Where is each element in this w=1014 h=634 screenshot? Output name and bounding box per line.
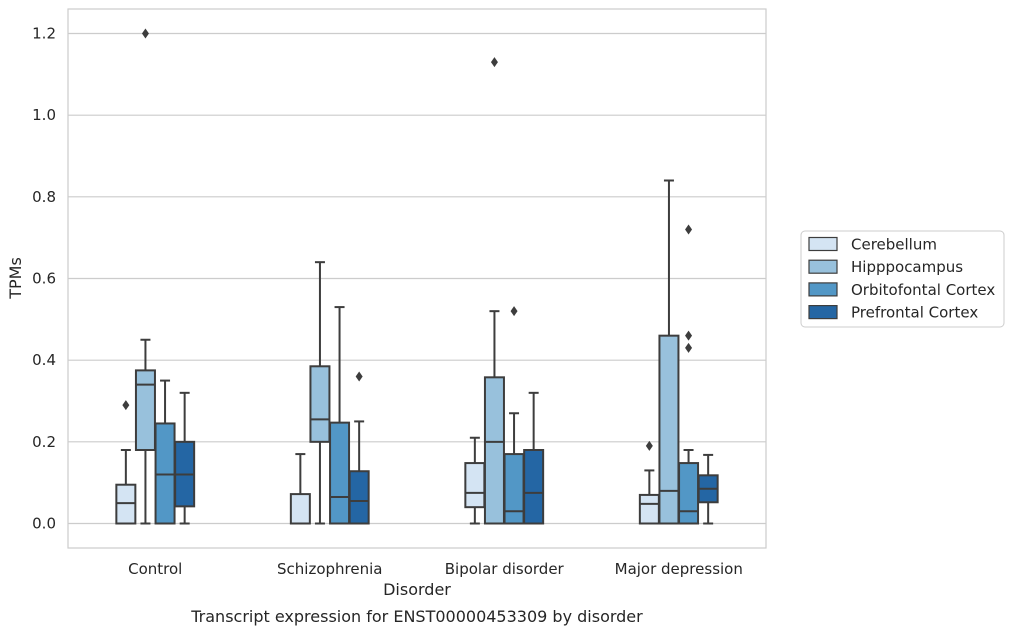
x-axis-ticks: Control Schizophrenia Bipolar disorder Majo… [128,560,743,578]
y-tick-label: 1.0 [32,106,56,124]
x-tick-label: Major depression [615,560,743,578]
box-cerebellum [638,440,660,525]
y-tick-label: 1.2 [32,25,56,43]
box-body [658,334,680,525]
box-body [329,421,351,525]
box-hipppocampus [309,261,331,525]
outlier-point [685,224,693,235]
box-orbitofontal-cortex [678,224,700,525]
box-cerebellum [289,453,311,525]
legend-swatch [808,282,838,297]
legend-label: Cerebellum [851,236,937,254]
figure-caption: Transcript expression for ENST0000045330… [190,607,643,626]
box-body [115,483,137,525]
outlier-point [685,330,693,341]
legend-label: Prefrontal Cortex [851,304,978,322]
y-tick-label: 0.2 [32,433,56,451]
plot-area-frame [67,8,767,549]
box-cerebellum [464,436,486,525]
legend-swatch [808,305,838,320]
legend-label: Orbitofontal Cortex [851,281,995,299]
y-tick-label: 0.8 [32,188,56,206]
box-prefrontal-cortex [348,371,370,525]
box-cerebellum [115,400,137,525]
box-orbitofontal-cortex [329,306,351,525]
y-tick-label: 0.0 [32,515,56,533]
y-axis-ticks: 0.0 0.2 0.4 0.6 0.8 1.0 1.2 [32,25,56,533]
y-axis-title: TPMs [6,257,25,300]
outlier-point [490,57,498,68]
box-body [638,493,660,525]
legend-swatch [808,259,838,274]
box-prefrontal-cortex [174,391,196,525]
x-tick-label: Bipolar disorder [445,560,565,578]
box-body [289,493,311,525]
outlier-point [122,400,130,411]
outlier-point [685,342,693,353]
outlier-point [645,440,653,451]
y-tick-label: 0.4 [32,351,56,369]
x-axis-title: Disorder [383,580,451,599]
box-hipppocampus [134,28,156,525]
legend-swatch [808,236,838,252]
x-tick-label: Control [128,560,182,578]
legend-label: Hipppocampus [851,258,963,276]
legend-frame [800,230,1005,328]
box-prefrontal-cortex [523,391,545,525]
box-body [134,369,156,451]
box-orbitofontal-cortex [154,379,176,525]
legend: Cerebellum Hipppocampus Orbitofontal Corte… [800,230,1005,328]
box-body [154,422,176,525]
box-hipppocampus [483,57,505,525]
box-body [503,453,525,525]
outlier-point [510,306,518,317]
box-plot-area [115,28,719,525]
box-body [678,462,700,525]
box-body [483,376,505,525]
outlier-point [141,28,149,39]
outlier-point [355,371,363,382]
box-prefrontal-cortex [697,453,719,525]
box-body [348,470,370,525]
x-tick-label: Schizophrenia [277,560,382,578]
box-body [464,462,486,509]
box-orbitofontal-cortex [503,306,525,525]
y-tick-label: 0.6 [32,270,56,288]
box-hipppocampus [658,179,680,525]
box-body [523,449,545,525]
box-body [309,365,331,443]
